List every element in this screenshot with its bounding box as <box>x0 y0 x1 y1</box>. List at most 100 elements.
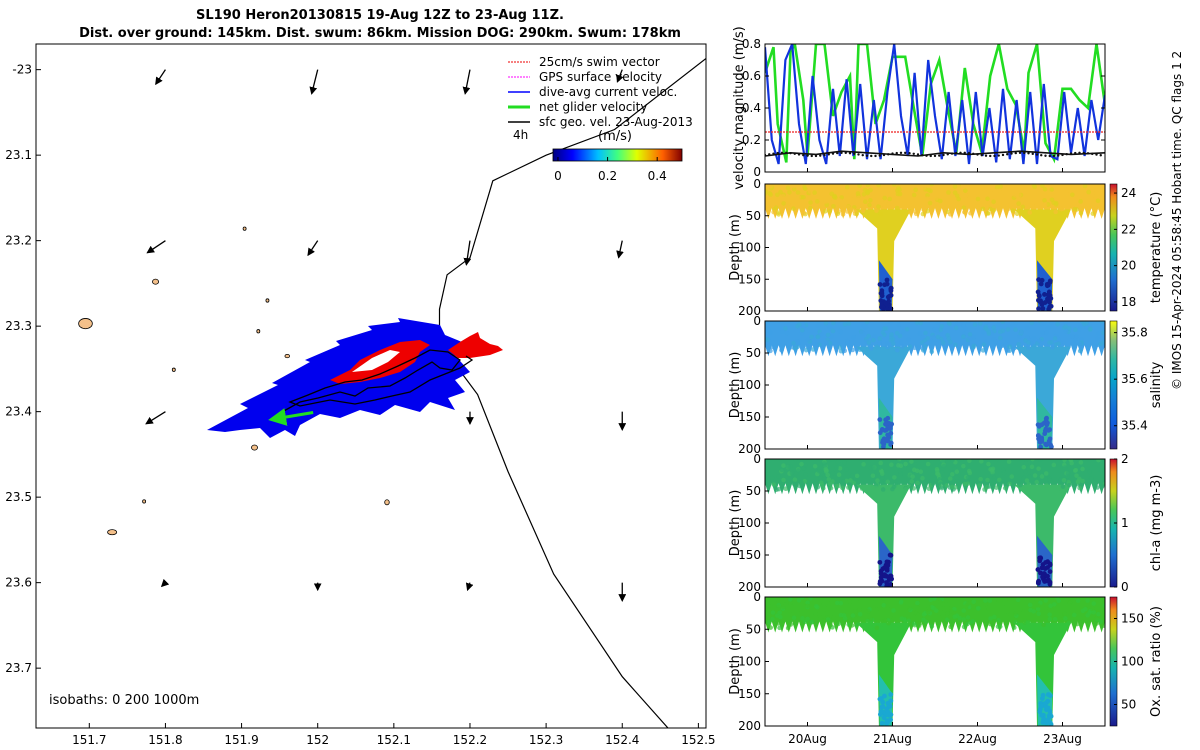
heatmap-sample <box>808 597 813 601</box>
heatmap-sample <box>1070 192 1075 198</box>
heatmap-sample <box>859 486 865 491</box>
heatmap-sample <box>1058 206 1064 212</box>
legend-label-net: net glider velocity <box>539 100 647 114</box>
x-tick-label: 152.4 <box>605 733 639 747</box>
sfc-geo-point <box>823 153 826 157</box>
heatmap-sample <box>889 462 894 468</box>
heatmap-sample <box>954 469 960 475</box>
heatmap-sample <box>1049 187 1055 192</box>
heatmap-sample <box>1065 209 1070 215</box>
heatmap-sample <box>789 604 795 610</box>
heatmap-sample <box>1026 340 1031 345</box>
island <box>142 499 147 504</box>
sfc-geo-point <box>827 153 830 156</box>
sfc-geo-point <box>1099 154 1102 157</box>
speed-colorbar-unit: (m/s) <box>598 129 632 144</box>
heatmap-sample <box>878 211 883 217</box>
heatmap-sample-deep <box>1040 720 1046 725</box>
heatmap-sample <box>1087 469 1092 475</box>
heatmap-sample <box>788 622 794 627</box>
heatmap-sample <box>895 340 900 346</box>
heatmap-sample <box>965 481 971 486</box>
sfc-geo-point <box>772 152 775 155</box>
heatmap-sample <box>817 188 823 194</box>
heatmap-sample <box>971 599 976 605</box>
heatmap-sample <box>1012 345 1017 351</box>
island <box>242 226 247 231</box>
heatmap-sample <box>812 463 818 469</box>
heatmap-sample <box>939 470 945 475</box>
heatmap-sample <box>991 199 996 205</box>
heatmap-sample <box>848 618 853 624</box>
heatmap-sample <box>805 344 810 349</box>
heatmap-sample <box>815 484 821 490</box>
heatmap-sample-deep <box>877 712 883 717</box>
heatmap-sample <box>841 185 846 190</box>
heatmap-sample <box>818 615 824 620</box>
sfc-geo-point <box>878 154 881 157</box>
heatmap-sample <box>895 622 901 628</box>
heatmap-sample <box>765 190 768 196</box>
heatmap-sample <box>997 335 1003 341</box>
heatmap-sample <box>1088 476 1094 481</box>
heatmap-sample-deep <box>888 573 894 579</box>
x-tick-label: 151.8 <box>148 733 182 747</box>
sfc-geo-point <box>806 154 809 157</box>
heatmap-sample-deep <box>880 699 886 705</box>
heatmap-sample <box>823 469 829 474</box>
colorbar-label: temperature (°C) <box>1149 192 1164 304</box>
heatmap-sample <box>913 187 918 193</box>
heatmap-sample <box>1013 327 1018 332</box>
heatmap-sample <box>861 323 867 329</box>
heatmap-sample <box>891 184 897 187</box>
depth-tick-label: 200 <box>738 304 761 318</box>
heatmap-sample <box>771 482 777 487</box>
heatmap-sample <box>979 459 984 464</box>
heatmap-sample <box>961 608 967 613</box>
heatmap-sample <box>850 347 855 353</box>
heatmap-sample <box>891 484 897 489</box>
heatmap-sample <box>857 347 863 352</box>
heatmap-sample-deep <box>1047 304 1053 310</box>
heatmap-sample-deep <box>884 718 890 724</box>
sfc-geo-point <box>972 152 975 156</box>
heatmap-sample-deep <box>1037 557 1043 562</box>
heatmap-sample <box>856 195 861 201</box>
heatmap-sample <box>1042 186 1048 192</box>
depth-tick-label: 50 <box>746 346 761 360</box>
heatmap-sample <box>771 209 776 215</box>
heatmap-sample <box>994 485 999 490</box>
heatmap-sample <box>1091 601 1097 606</box>
heatmap-sample <box>1034 597 1039 603</box>
heatmap-sample <box>1000 321 1005 325</box>
heatmap-sample <box>802 185 808 191</box>
heatmap-sample <box>994 459 1000 462</box>
heatmap-sample <box>961 463 966 469</box>
heatmap-sample <box>823 199 829 204</box>
heatmap-sample <box>1068 599 1073 604</box>
heatmap-sample <box>805 337 811 342</box>
heatmap-sample <box>925 208 930 214</box>
white-gaps <box>352 350 400 372</box>
heatmap-colorbar <box>1109 320 1118 450</box>
heatmap-sample <box>929 349 935 355</box>
island <box>251 444 258 451</box>
sfc-geo-point <box>865 154 869 157</box>
heatmap-sample <box>827 481 833 487</box>
heatmap-sample <box>929 184 935 187</box>
heatmap-sample <box>980 348 986 353</box>
heatmap-sample <box>1080 466 1085 472</box>
heatmap-sample <box>849 623 855 628</box>
heatmap-sample <box>967 459 972 464</box>
heatmap-sample <box>991 325 997 330</box>
geo-velocity-arrows <box>145 69 627 602</box>
heatmap-sample <box>986 331 992 336</box>
heatmap-sample <box>939 485 945 491</box>
date-tick-label: 23Aug <box>1043 732 1082 746</box>
heatmap-sample <box>779 329 785 335</box>
heatmap-sample <box>1041 622 1046 628</box>
heatmap-sample <box>1047 616 1053 622</box>
heatmap-sample <box>1013 620 1019 625</box>
sfc-geo-point <box>1023 151 1026 155</box>
heatmap-sample <box>879 480 884 486</box>
